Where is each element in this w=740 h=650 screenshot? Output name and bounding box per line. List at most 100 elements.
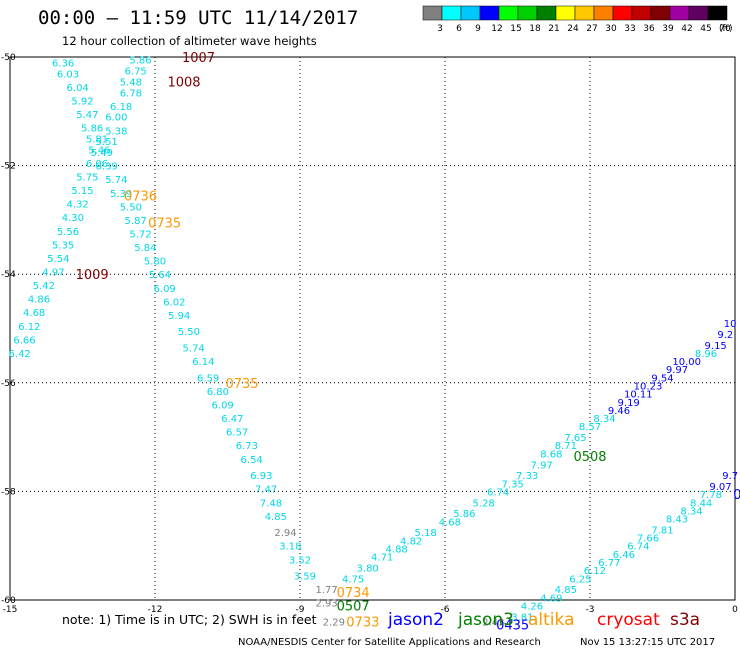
wave-height-label: 6.78 (120, 88, 142, 99)
x-tick-label: -9 (296, 605, 305, 615)
scale-label: 9 (475, 24, 481, 34)
wave-height-label: 3.18 (279, 542, 301, 553)
scale-swatch (422, 5, 443, 21)
wave-height-label: 3.59 (294, 572, 316, 583)
wave-height-label: 3.52 (289, 555, 311, 566)
pass-time-label: 0507 (337, 599, 370, 614)
y-tick-label: -56 (1, 379, 16, 389)
wave-height-label: 5.15 (71, 186, 93, 197)
wave-height-label: 5.49 (91, 148, 113, 159)
wave-height-label: 4.68 (439, 517, 461, 528)
pass-time-label: 0733 (346, 616, 379, 631)
wave-height-label: 4.71 (371, 553, 393, 564)
y-tick-label: -50 (1, 53, 16, 63)
wave-height-label: 5.18 (415, 528, 437, 539)
wave-height-label: 4.86 (28, 295, 50, 306)
wave-height-label: 5.86 (81, 124, 103, 135)
wave-height-label: 9.7 (722, 471, 738, 482)
wave-height-label: 4.88 (386, 544, 408, 555)
pass-time-label: 1009 (76, 268, 109, 283)
wave-height-label: 10.23 (634, 382, 663, 393)
wave-height-label: 4.32 (67, 200, 89, 211)
wave-height-label: 6.73 (236, 441, 258, 452)
scale-swatch (460, 5, 481, 21)
scale-label: 36 (643, 24, 655, 34)
scale-swatch (555, 5, 576, 21)
wave-height-label: 6.74 (487, 487, 509, 498)
wave-height-label: 6.00 (105, 113, 127, 124)
y-tick-label: -60 (1, 596, 16, 606)
scale-swatch (479, 5, 500, 21)
wave-height-label: 7.97 (531, 460, 553, 471)
wave-height-label: 7.65 (564, 433, 586, 444)
wave-height-label: 6.18 (110, 102, 132, 113)
x-tick-label: -15 (3, 605, 18, 615)
wave-height-label: 5.51 (96, 137, 118, 148)
wave-height-label: 4.82 (400, 536, 422, 547)
pass-time-label: 1007 (182, 51, 215, 66)
wave-height-label: 8.68 (540, 449, 562, 460)
wave-height-label: 2.29 (323, 618, 345, 629)
wave-height-label: 5.38 (105, 126, 127, 137)
wave-height-label: 5.86 (129, 56, 151, 67)
scale-label: 70 (719, 24, 731, 34)
wave-height-label: 5.28 (473, 498, 495, 509)
wave-height-label: 6.47 (221, 414, 243, 425)
pass-time-labels: 1007 1008 1009 0736 0735 0735 0734 0733 0507 0508… (76, 51, 740, 633)
wave-height-label: 6.59 (197, 373, 219, 384)
wave-height-values: 6.366.036.045.925.475.865.815.466.065.75… (9, 56, 739, 629)
pass-time-label: 0 (733, 488, 740, 503)
wave-height-label: 7.33 (516, 471, 538, 482)
wave-height-label: 9.46 (608, 406, 630, 417)
scale-label: 3 (437, 24, 443, 34)
wave-height-label: 6.03 (57, 69, 79, 80)
wave-height-label: 6.36 (52, 58, 74, 69)
wave-height-label: 6.80 (207, 387, 229, 398)
wave-height-label: 6.39 (96, 162, 118, 173)
scale-label: 39 (662, 24, 674, 34)
wave-height-label: 8.44 (690, 498, 712, 509)
wave-height-label: 9.54 (651, 373, 673, 384)
wave-height-label: 8.34 (680, 506, 702, 517)
wave-height-label: 5.50 (178, 327, 200, 338)
wave-height-label: 6.54 (241, 455, 263, 466)
scale-swatch (593, 5, 614, 21)
scale-label: 15 (510, 24, 521, 34)
wave-height-label: 9.19 (618, 398, 640, 409)
pass-time-label: 0735 (148, 217, 181, 232)
scale-label: 33 (624, 24, 635, 34)
wave-height-label: 6.93 (250, 471, 272, 482)
wave-height-label: 5.54 (47, 254, 69, 265)
lat-lon-grid (10, 57, 735, 600)
map-subtitle: 12 hour collection of altimeter wave hei… (62, 34, 317, 48)
wave-height-label: 4.97 (42, 267, 64, 278)
y-tick-label: -58 (1, 487, 16, 497)
legend-jason3: jason3 (457, 610, 514, 630)
wave-height-label: 5.81 (86, 134, 108, 145)
wave-height-label: 6.75 (125, 67, 147, 78)
x-tick-label: -3 (586, 605, 595, 615)
scale-swatch (574, 5, 595, 21)
pass-time-label: 0508 (573, 450, 606, 465)
wave-height-label: 6.74 (627, 542, 649, 553)
map-title: 00:00 – 11:59 UTC 11/14/2017 (38, 7, 358, 29)
pass-time-label: 1008 (167, 75, 200, 90)
wave-height-label: 6.04 (67, 83, 89, 94)
wave-height-label: 6.25 (569, 574, 591, 585)
wave-height-label: 6.57 (226, 428, 248, 439)
pass-time-label: 0736 (124, 189, 157, 204)
legend-s3a: s3a (670, 610, 700, 630)
y-tick-label: -54 (1, 270, 16, 280)
wave-height-label: 6.06 (86, 159, 108, 170)
wave-height-label: 5.74 (183, 344, 205, 355)
y-tick-label: -52 (1, 162, 16, 172)
wave-height-label: 5.39 (110, 189, 132, 200)
wave-height-label: 5.48 (120, 77, 142, 88)
scale-label: 30 (605, 24, 617, 34)
map-note: note: 1) Time is in UTC; 2) SWH is in fe… (62, 612, 317, 627)
axis-ticks: -15 -12 -9 -6 -3 0 -50 -52 -54 -56 -58 -60 (1, 53, 738, 615)
wave-height-label: 6.12 (18, 322, 40, 333)
scale-swatch (536, 5, 557, 21)
wave-height-label: 5.94 (168, 311, 190, 322)
